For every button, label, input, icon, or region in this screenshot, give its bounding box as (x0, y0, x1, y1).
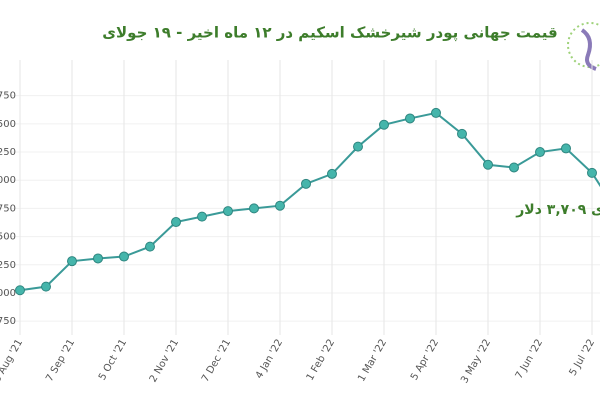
x-tick-label: 4 Jan '22 (254, 338, 285, 381)
marker (119, 251, 129, 262)
line (19, 111, 600, 292)
marker (353, 141, 363, 152)
y-tick-label: 3,250 (0, 260, 16, 271)
marker (379, 119, 389, 130)
marker (301, 178, 311, 189)
x-tick-label: 5 Jul '22 (568, 338, 598, 378)
y-tick-label: 4,000 (0, 175, 16, 186)
marker (197, 211, 207, 222)
marker (535, 147, 545, 158)
marker (15, 285, 25, 296)
marker (249, 203, 259, 214)
marker (431, 107, 441, 118)
marker (145, 241, 155, 252)
marker (405, 113, 415, 124)
x-tick-label: 5 Oct '21 (97, 338, 129, 383)
marker (587, 167, 597, 178)
y-tick-label: 2,750 (0, 316, 16, 327)
x-tick-label: 7 Jun '22 (514, 338, 545, 381)
marker (171, 217, 181, 228)
y-tick-label: 4,250 (0, 147, 16, 158)
marker (41, 281, 51, 292)
marker (223, 206, 233, 217)
marker (327, 168, 337, 179)
x-tick-label: 3 May '22 (459, 338, 493, 386)
marker (67, 256, 77, 267)
x-tick-label: 5 Apr '22 (409, 338, 441, 383)
y-tick-label: 3,500 (0, 232, 16, 243)
marker (457, 128, 467, 139)
x-tick-label: 2 Nov '21 (148, 338, 181, 385)
annotation: ی ۳,۷۰۹ دلار (515, 202, 600, 218)
marker (509, 162, 519, 173)
x-tick-label: 7 Sep '21 (44, 338, 77, 384)
y-tick-label: 3,000 (0, 288, 16, 299)
marker (483, 159, 493, 170)
chart-title: قیمت جهانی پودر شیرخشک اسکیم در ۱۲ ماه ا… (102, 24, 558, 43)
marker (561, 143, 571, 154)
y-tick-label: 4,750 (0, 91, 16, 102)
logo (567, 22, 600, 71)
marker (93, 253, 103, 264)
y-tick-label: 4,500 (0, 119, 16, 130)
y-tick-label: 3,750 (0, 203, 16, 214)
x-tick-label: 1 Mar '22 (356, 338, 389, 384)
marker (275, 200, 285, 211)
x-tick-label: 1 Feb '22 (305, 338, 337, 383)
x-tick-label: 7 Dec '21 (200, 338, 233, 385)
x-tick-label: 3 Aug '21 (0, 338, 25, 385)
